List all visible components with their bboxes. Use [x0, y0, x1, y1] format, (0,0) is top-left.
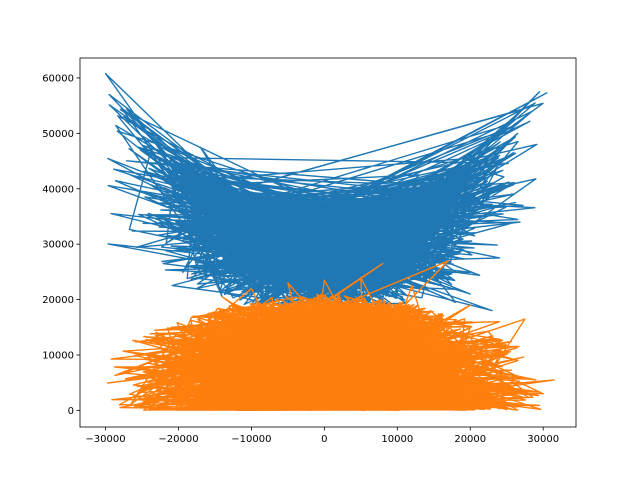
x-tick-label: 0: [321, 434, 327, 445]
y-tick-label: 20000: [42, 295, 74, 306]
y-tick-label: 40000: [42, 184, 74, 195]
series-line-orange: [107, 260, 555, 412]
y-tick-label: 10000: [42, 350, 74, 361]
series-line-blue: [104, 72, 548, 312]
y-tick-label: 0: [68, 406, 74, 417]
y-tick-label: 60000: [42, 73, 74, 84]
y-tick-label: 50000: [42, 129, 74, 140]
x-tick-label: −20000: [158, 434, 198, 445]
y-tick-label: 30000: [42, 240, 74, 251]
x-tick-label: −30000: [85, 434, 125, 445]
x-tick-label: −10000: [231, 434, 271, 445]
series-layer: [104, 72, 555, 412]
x-tick-label: 10000: [381, 434, 413, 445]
x-tick-label: 20000: [454, 434, 486, 445]
x-axis: −30000 −20000 −10000 0 10000 20000 30000: [85, 427, 559, 445]
plot-frame: [79, 57, 577, 428]
y-axis: 0 10000 20000 30000 40000 50000 60000: [42, 73, 80, 417]
x-tick-label: 30000: [527, 434, 559, 445]
